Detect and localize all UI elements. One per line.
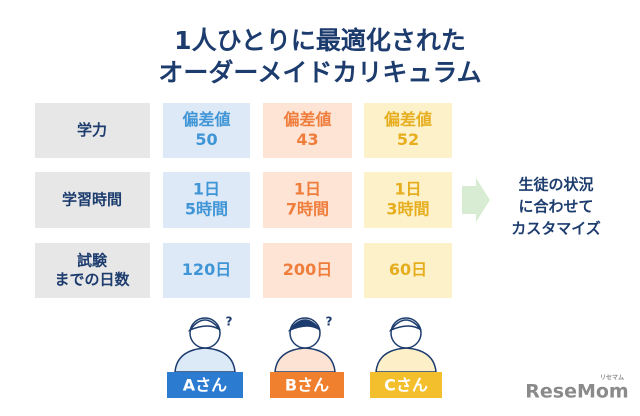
cell-text: 1日 xyxy=(394,180,421,199)
cell-text: 60日 xyxy=(389,260,427,279)
title-line: 1人ひとりに最適化された xyxy=(174,26,466,55)
side-note: に合わせて xyxy=(518,198,593,216)
logo-kana: リセマム xyxy=(600,375,624,382)
question-mark: ? xyxy=(326,315,333,329)
cell-text: 偏差値 xyxy=(283,110,331,129)
student-icon xyxy=(375,317,437,373)
student-label: Cさん xyxy=(384,376,428,395)
student-icon: ? xyxy=(274,315,336,373)
student-label: Aさん xyxy=(183,376,227,395)
cell-text: 5時間 xyxy=(185,200,228,219)
title-line: オーダーメイドカリキュラム xyxy=(158,58,481,87)
cell-box xyxy=(364,103,452,158)
logo: ReseMom xyxy=(525,381,628,403)
student-label-box xyxy=(370,372,442,398)
cell-text: 学力 xyxy=(77,121,107,139)
cell-box xyxy=(163,243,250,298)
student-label: Bさん xyxy=(285,376,329,395)
side-note: 生徒の状況 xyxy=(518,176,593,194)
cell-text: 偏差値 xyxy=(384,110,432,129)
cell-text: 学習時間 xyxy=(62,191,122,209)
cell-text: 43 xyxy=(296,130,318,149)
cell-text: 200日 xyxy=(283,260,332,279)
cell-text: までの日数 xyxy=(54,271,130,289)
cell-text: 試験 xyxy=(77,252,108,270)
cell-box xyxy=(364,243,452,298)
cell-box xyxy=(163,172,250,228)
side-note: カスタマイズ xyxy=(511,220,601,238)
cell-text: 52 xyxy=(397,130,419,149)
cell-box xyxy=(364,172,452,228)
cell-text: 3時間 xyxy=(386,200,429,219)
cell-box xyxy=(263,172,352,228)
cell-text: 120日 xyxy=(182,260,231,279)
row-label-box xyxy=(35,172,150,228)
cell-text: 偏差値 xyxy=(182,110,230,129)
cell-box xyxy=(263,243,352,298)
cell-text: 50 xyxy=(195,130,217,149)
row-label-box xyxy=(35,243,150,298)
hair xyxy=(187,319,221,332)
row-label-box xyxy=(35,103,150,158)
cell-text: 1日 xyxy=(193,180,220,199)
student-label-box xyxy=(270,372,344,398)
student-label-box xyxy=(167,372,243,398)
question-mark: ? xyxy=(226,315,233,329)
cell-box xyxy=(163,103,250,158)
cell-box xyxy=(263,103,352,158)
cell-text: 1日 xyxy=(294,180,321,199)
cell-text: 7時間 xyxy=(286,200,329,219)
student-icon: ? xyxy=(174,315,236,373)
hair xyxy=(388,319,422,332)
arrow xyxy=(462,178,490,222)
hair xyxy=(287,319,321,332)
